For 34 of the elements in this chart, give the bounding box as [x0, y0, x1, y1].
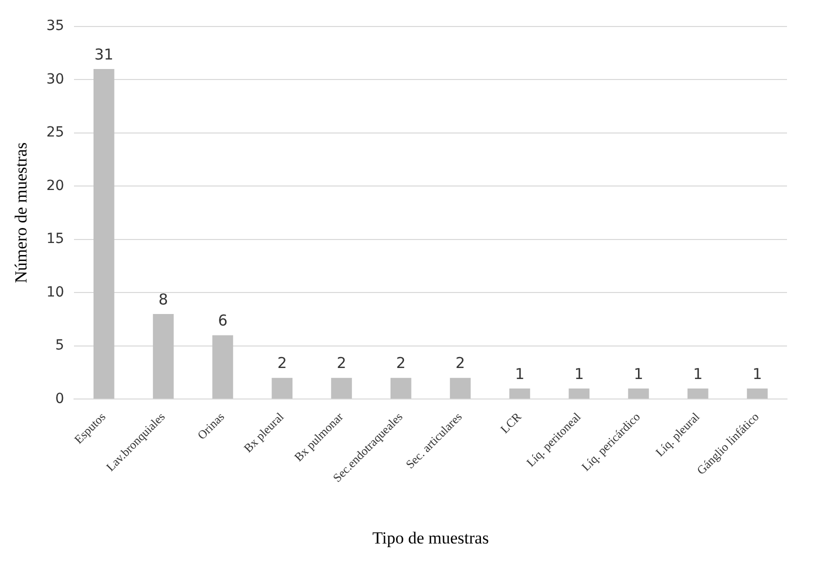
y-tick-label: 30 — [46, 71, 64, 88]
data-label: 2 — [396, 354, 406, 372]
y-axis-title: Número de muestras — [12, 142, 31, 284]
bar — [509, 388, 530, 399]
data-label: 6 — [218, 312, 228, 330]
y-tick-label: 35 — [46, 18, 64, 34]
data-label: 1 — [574, 364, 584, 383]
bar — [688, 388, 708, 399]
y-tick-label: 0 — [55, 390, 64, 407]
y-tick-label: 25 — [46, 124, 64, 141]
y-tick-label: 10 — [46, 284, 64, 300]
bar — [272, 378, 293, 399]
data-label: 2 — [456, 354, 466, 372]
bar — [568, 388, 590, 399]
bar — [152, 314, 174, 399]
data-label: 2 — [336, 354, 346, 372]
bar — [94, 69, 114, 399]
data-label: 31 — [94, 45, 114, 64]
y-tick-label: 5 — [55, 338, 64, 354]
y-tick-label: 15 — [46, 231, 64, 248]
x-axis-title: Tipo de muestras — [372, 528, 489, 548]
data-label: 2 — [277, 354, 287, 372]
bar — [746, 388, 768, 399]
bar — [212, 335, 234, 399]
data-label: 1 — [693, 364, 703, 383]
data-label: 1 — [634, 364, 644, 383]
bar — [331, 378, 352, 399]
bar — [390, 378, 412, 399]
bar — [628, 388, 649, 399]
data-label: 1 — [752, 364, 762, 383]
bar — [450, 378, 471, 399]
data-label: 1 — [514, 364, 524, 383]
data-label: 8 — [158, 290, 168, 308]
y-tick-label: 20 — [46, 178, 64, 194]
